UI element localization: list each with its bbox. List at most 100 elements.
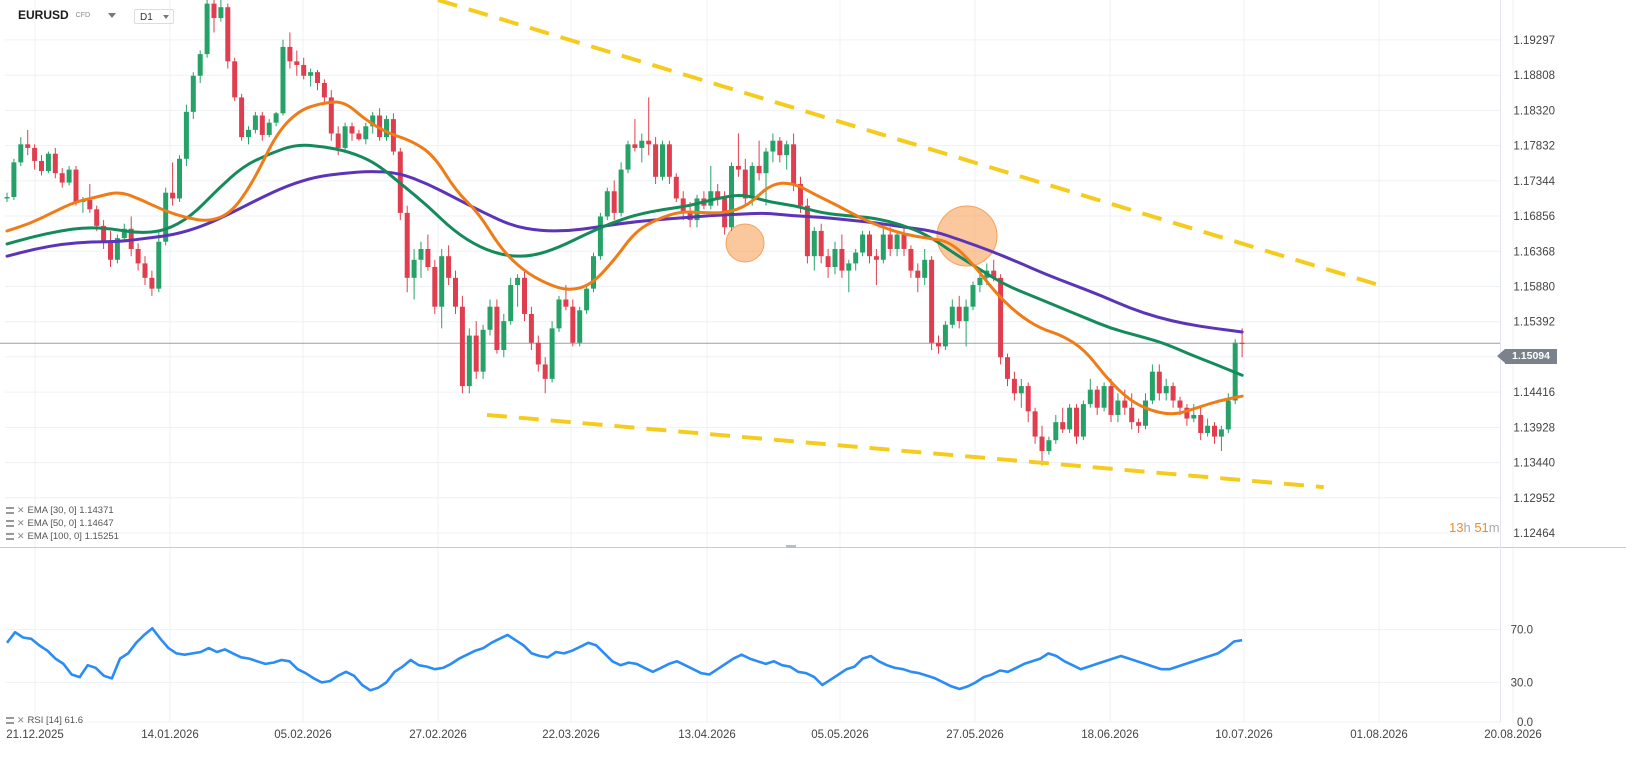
candle-body [1239,342,1245,344]
price-tick-label: 1.14416 [1513,387,1555,399]
candle-body [791,144,797,185]
candle-body [611,191,617,213]
pane-resize-handle[interactable] [786,545,796,548]
settings-icon[interactable] [6,717,14,724]
candle-body [177,158,182,199]
candle-body [804,205,810,257]
candle-body [798,184,803,206]
settings-icon[interactable] [6,533,14,540]
rsi-tick-label: 70.0 [1511,625,1533,637]
date-tick-label: 05.02.2026 [274,729,332,741]
candle-body [1005,357,1010,379]
candle-body [1212,425,1217,437]
close-icon[interactable]: ✕ [17,505,25,515]
candle-body [25,144,31,148]
candle-body [39,160,44,172]
legend-ema50[interactable]: ✕ EMA [50, 0] 1.14647 [6,518,114,529]
candle-body [259,115,265,135]
countdown-minutes: 51 [1474,520,1489,535]
candle-body [342,126,348,148]
candle-body [963,306,969,322]
date-tick-label: 14.01.2026 [141,729,199,741]
candle-body [515,277,521,286]
symbol-header[interactable]: EURUSD CFD [18,8,117,22]
settings-icon[interactable] [6,507,14,514]
candle-body [1094,389,1100,408]
candle-body [1101,386,1107,408]
candle-body [487,306,493,330]
candle-body [1170,386,1176,401]
candle-body [377,115,383,138]
candle-body [570,306,576,343]
candle-body [832,248,838,268]
candle-body [867,234,872,257]
trend-line [437,0,1380,287]
candle-body [1080,404,1086,437]
candle-body [1039,436,1045,452]
candle-body [901,234,907,249]
candle-body [777,140,783,156]
legend-ema30[interactable]: ✕ EMA [30, 0] 1.14371 [6,505,114,516]
legend-rsi[interactable]: ✕ RSI [14] 61.6 [6,715,83,726]
candle-body [197,54,203,76]
legend-rsi-label: RSI [14] 61.6 [27,715,83,726]
candle-body [411,259,417,278]
candle-body [977,277,983,286]
countdown-hours: 13 [1449,520,1464,535]
candle-body [4,197,10,199]
date-tick-label: 10.07.2026 [1215,729,1273,741]
price-tick-label: 1.12952 [1513,493,1555,505]
timeframe-select[interactable]: D1 [134,9,174,24]
candle-body [1136,422,1142,426]
candle-body [929,259,935,343]
candle-body [273,113,279,123]
candle-body [873,256,879,260]
candle-body [1067,407,1073,430]
candle-body [252,115,258,130]
symbol-dropdown-icon[interactable] [108,12,117,18]
price-tick-label: 1.15392 [1513,317,1555,329]
candle-body [956,306,962,322]
candle-body [190,75,196,112]
price-tick-label: 1.16856 [1513,211,1555,223]
candle-body [287,46,293,62]
candle-body [708,191,714,206]
candle-body [211,3,217,19]
close-icon[interactable]: ✕ [17,518,25,528]
candle-body [280,46,286,114]
candle-body [584,288,590,311]
candle-body [404,212,410,278]
date-tick-label: 13.04.2026 [678,729,736,741]
price-tick-label: 1.13928 [1513,422,1555,434]
date-tick-label: 27.02.2026 [409,729,467,741]
close-icon[interactable]: ✕ [17,715,25,725]
candle-body [108,241,113,260]
legend-ema30-label: EMA [30, 0] 1.14371 [27,505,114,516]
price-tick-label: 1.13440 [1513,458,1555,470]
candle-body [811,230,817,257]
candle-body [135,248,141,264]
candle-body [335,133,341,148]
candle-body [1060,422,1066,430]
candle-body [232,61,238,98]
candle-body [1025,386,1031,412]
candle-body [266,122,272,135]
candle-body [356,133,362,140]
candle-body [1129,407,1135,423]
candle-body [246,129,251,138]
rsi-line [5,627,1243,692]
candle-body [501,321,507,350]
settings-icon[interactable] [6,520,14,527]
candle-countdown: 13h 51m [1449,520,1500,535]
candle-body [66,169,72,183]
price-tick-label: 1.19297 [1513,35,1555,47]
ema50-line [5,143,1244,377]
legend-ema100[interactable]: ✕ EMA [100, 0] 1.15251 [6,531,119,542]
rsi-tick-label: 30.0 [1511,677,1533,689]
candle-body [432,267,438,307]
candle-body [998,277,1004,358]
close-icon[interactable]: ✕ [17,531,25,541]
candle-body [715,191,721,199]
candle-body [625,144,631,170]
